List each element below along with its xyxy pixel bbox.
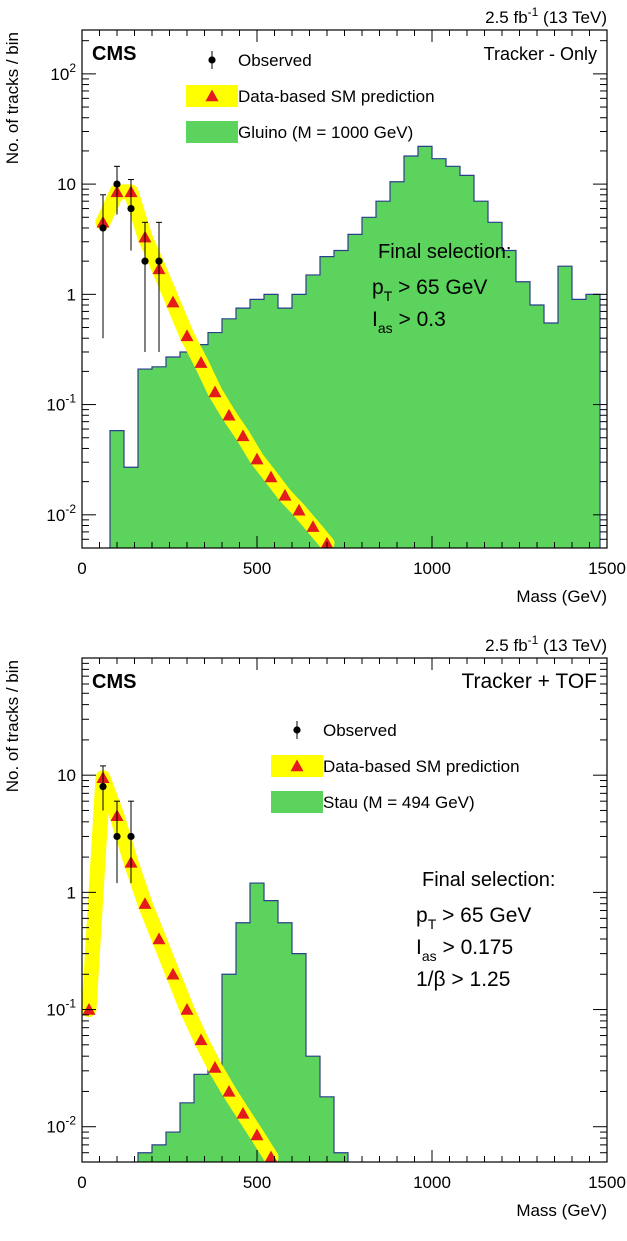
experiment-label: CMS <box>92 671 136 693</box>
prediction-point <box>166 967 180 980</box>
prediction-point <box>194 356 208 368</box>
prediction-point <box>250 1128 264 1141</box>
prediction-point <box>292 503 306 516</box>
prediction-point <box>236 429 250 442</box>
prediction-point <box>82 1003 96 1015</box>
x-axis-label: Mass (GeV) <box>516 587 607 606</box>
prediction-band <box>82 770 279 1162</box>
x-tick-label: 1500 <box>588 559 626 578</box>
prediction-point <box>166 295 180 308</box>
legend-observed-marker <box>208 56 216 64</box>
legend-item-observed: Observed <box>293 721 397 740</box>
signal-histogram-fill <box>110 146 600 548</box>
plot-area <box>82 765 349 1162</box>
prediction-point <box>222 1084 236 1097</box>
y-tick-label: 1 <box>67 883 76 902</box>
signal-histogram-fill <box>138 883 348 1162</box>
prediction-point <box>306 520 320 532</box>
y-tick-label: 10 <box>57 175 76 194</box>
selection-cut: Ias > 0.175 <box>416 936 513 964</box>
observed-point <box>99 782 107 791</box>
plot-area <box>95 145 601 548</box>
legend-label: Data-based SM prediction <box>238 87 435 106</box>
x-axis-label: Mass (GeV) <box>516 1201 607 1220</box>
signal-histogram-outline <box>137 882 349 1162</box>
legend-item-prediction: Data-based SM prediction <box>186 85 435 107</box>
luminosity-label: 2.5 fb-1 (13 TeV) <box>485 5 607 27</box>
y-tick-label: 10-2 <box>46 502 76 525</box>
prediction-point <box>180 1003 194 1015</box>
selection-heading: Final selection: <box>422 869 555 891</box>
legend-item-observed: Observed <box>208 51 312 70</box>
prediction-point <box>180 329 194 342</box>
prediction-point <box>250 452 264 465</box>
x-tick-label: 0 <box>77 559 86 578</box>
legend-observed-marker <box>293 726 301 734</box>
legend-label: Observed <box>238 51 312 70</box>
prediction-point <box>208 385 222 398</box>
x-tick-label: 500 <box>243 1173 271 1192</box>
selection-cut: Ias > 0.3 <box>372 308 446 336</box>
prediction-point <box>208 1061 222 1073</box>
x-tick-label: 500 <box>243 559 271 578</box>
prediction-point <box>236 1106 250 1119</box>
observed-point <box>99 224 107 232</box>
configuration-label: Tracker - Only <box>484 44 597 64</box>
luminosity-label: 2.5 fb-1 (13 TeV) <box>485 633 607 655</box>
legend-item-signal: Stau (M = 494 GeV) <box>271 791 475 813</box>
x-tick-label: 1000 <box>413 559 451 578</box>
x-tick-label: 0 <box>77 1173 86 1192</box>
y-tick-label: 10-1 <box>46 997 76 1020</box>
selection-cut: 1/β > 1.25 <box>416 968 510 991</box>
legend-item-signal: Gluino (M = 1000 GeV) <box>186 121 413 143</box>
prediction-point <box>222 408 236 421</box>
prediction-point <box>194 1033 208 1046</box>
configuration-label: Tracker + TOF <box>461 670 597 693</box>
y-tick-label: 1 <box>67 285 76 304</box>
y-tick-label: 102 <box>50 61 76 84</box>
legend-label: Stau (M = 494 GeV) <box>323 793 475 812</box>
observed-point <box>141 257 149 265</box>
legend-label: Observed <box>323 721 397 740</box>
legend-signal-swatch <box>271 791 323 813</box>
legend-item-prediction: Data-based SM prediction <box>271 755 520 777</box>
observed-point <box>155 257 163 265</box>
selection-annotation: Final selection: pT > 65 GeV Ias > 0.175 1/… <box>416 869 555 991</box>
selection-cut: pT > 65 GeV <box>372 276 487 304</box>
legend-label: Data-based SM prediction <box>323 757 520 776</box>
legend-prediction-marker <box>290 759 304 772</box>
legend-prediction-marker <box>205 89 219 102</box>
chart-panel-1: 0 500 1000 1500 10-2 10-1 1 10 102 Mass (GeV) No. … <box>3 5 626 606</box>
observed-point <box>127 204 135 213</box>
experiment-label: CMS <box>92 43 136 65</box>
legend-label: Gluino (M = 1000 GeV) <box>238 123 413 142</box>
prediction-point <box>278 488 292 501</box>
selection-cut: pT > 65 GeV <box>416 904 531 932</box>
prediction-point <box>152 932 166 945</box>
observed-point <box>113 180 121 188</box>
legend-signal-swatch <box>186 121 238 143</box>
observed-point <box>113 832 121 841</box>
selection-annotation: Final selection: pT > 65 GeV Ias > 0.3 <box>372 241 511 336</box>
y-tick-label: 10 <box>57 766 76 785</box>
prediction-point <box>264 470 278 483</box>
y-tick-label: 10-1 <box>46 392 76 415</box>
y-tick-label: 10-2 <box>46 1114 76 1137</box>
y-axis-label: No. of tracks / bin <box>3 660 22 792</box>
observed-point <box>127 832 135 841</box>
chart-panel-2: 0 500 1000 1500 10-2 10-1 1 10 Mass (GeV) No. of … <box>3 633 626 1220</box>
y-axis-label: No. of tracks / bin <box>3 32 22 164</box>
x-tick-label: 1500 <box>588 1173 626 1192</box>
x-tick-label: 1000 <box>413 1173 451 1192</box>
prediction-point <box>138 897 152 909</box>
selection-heading: Final selection: <box>378 241 511 263</box>
